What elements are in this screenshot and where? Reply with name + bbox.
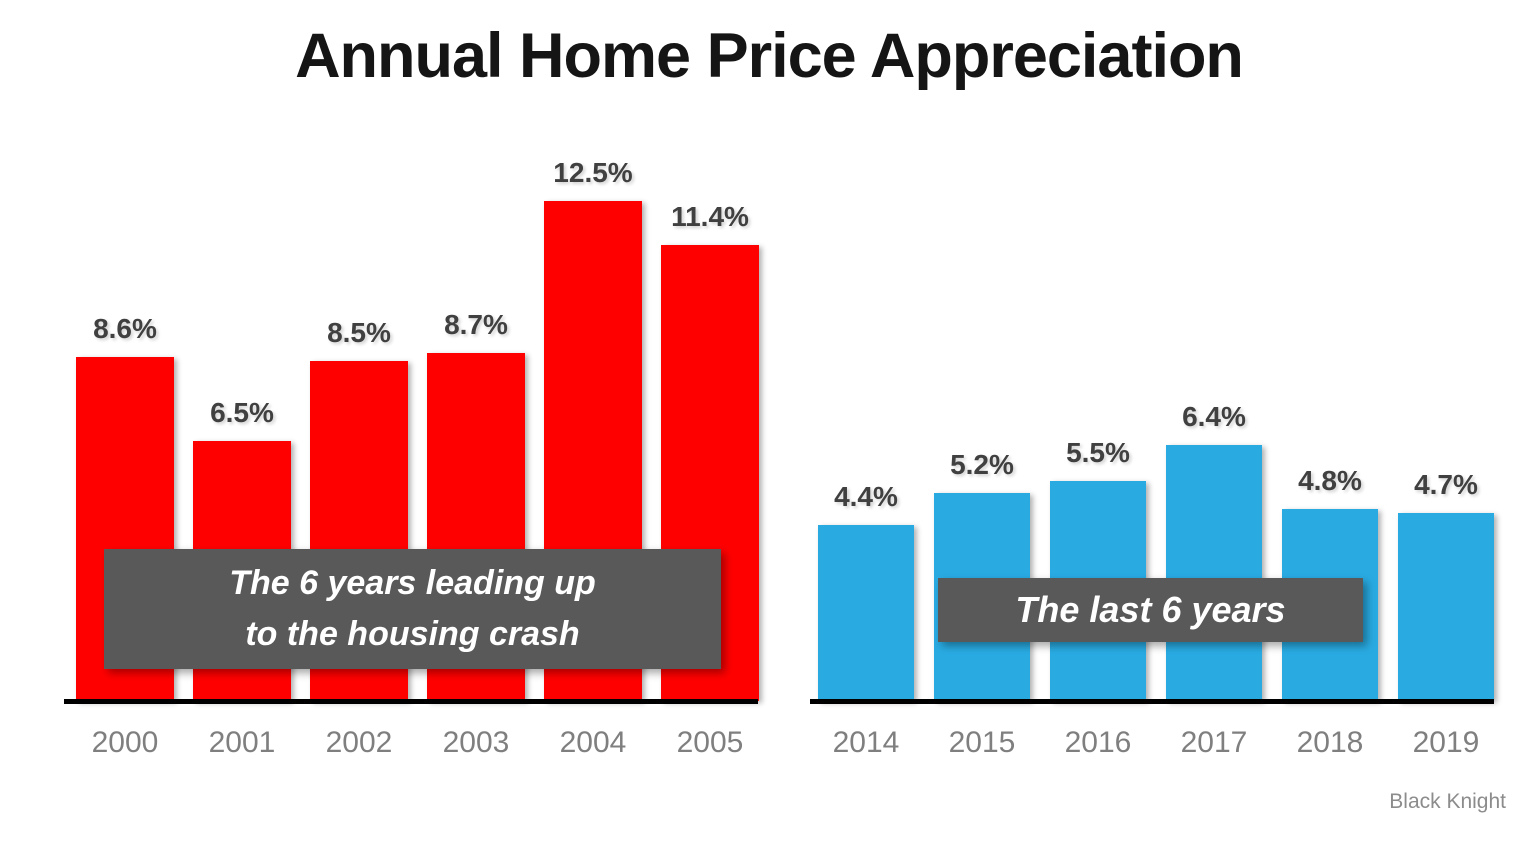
bar-value-label-2005: 11.4% [671, 201, 749, 232]
x-tick-2004: 2004 [559, 726, 627, 759]
chart-title: Annual Home Price Appreciation [295, 21, 1244, 91]
bar-value-label-2001: 6.5% [210, 397, 274, 428]
bar-value-label-2004: 12.5% [553, 157, 633, 188]
x-tick-2017: 2017 [1180, 726, 1248, 759]
x-tick-2002: 2002 [325, 726, 393, 759]
bar-2017 [1166, 445, 1262, 701]
x-tick-2018: 2018 [1296, 726, 1364, 759]
bar-2014 [818, 525, 914, 701]
bar-value-label-2016: 5.5% [1066, 437, 1130, 468]
x-tick-2016: 2016 [1064, 726, 1132, 759]
bar-value-label-2003: 8.7% [444, 309, 508, 340]
annotation-line: The 6 years leading up [229, 564, 596, 602]
x-tick-2005: 2005 [676, 726, 744, 759]
bar-2019 [1398, 513, 1494, 701]
source-credit: Black Knight [1389, 790, 1506, 813]
annotation-box-housing-crash: The 6 years leading up to the housing cr… [104, 549, 721, 669]
x-tick-2015: 2015 [948, 726, 1016, 759]
annotation-box-last-6-years: The last 6 years [938, 578, 1363, 642]
bar-value-label-2017: 6.4% [1182, 401, 1246, 432]
bar-value-label-2014: 4.4% [834, 481, 898, 512]
x-tick-2000: 2000 [91, 726, 159, 759]
x-axis-2014-2019 [810, 699, 1494, 704]
bar-value-label-2015: 5.2% [950, 449, 1014, 480]
bar-value-label-2019: 4.7% [1414, 469, 1478, 500]
x-tick-2001: 2001 [208, 726, 276, 759]
bar-value-label-2000: 8.6% [93, 313, 157, 344]
annotation-line: to the housing crash [245, 615, 580, 653]
x-axis-2000-2005 [64, 699, 758, 704]
x-tick-2014: 2014 [832, 726, 900, 759]
x-tick-2003: 2003 [442, 726, 510, 759]
bar-value-label-2002: 8.5% [327, 317, 391, 348]
annotation-line: The last 6 years [1015, 589, 1286, 630]
x-tick-2019: 2019 [1412, 726, 1480, 759]
bar-value-label-2018: 4.8% [1298, 465, 1362, 496]
